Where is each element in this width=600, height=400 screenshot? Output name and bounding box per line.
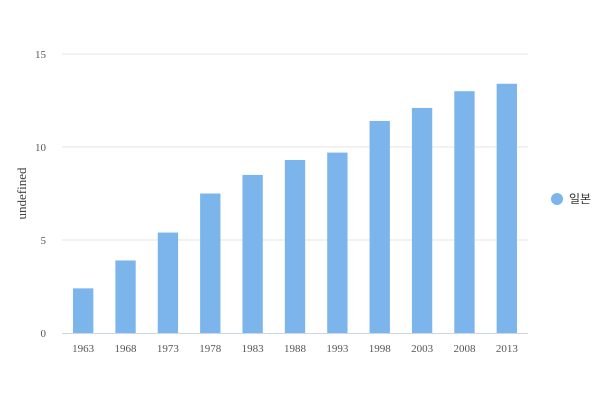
- bar-2013[interactable]: [496, 83, 517, 333]
- y-tick-label: 5: [41, 235, 47, 247]
- x-tick-label: 1968: [115, 343, 138, 355]
- bar-1998[interactable]: [369, 120, 390, 334]
- legend-marker-icon: [551, 193, 563, 205]
- bar-series: [73, 83, 517, 334]
- x-tick-label: 2013: [496, 343, 519, 355]
- bar-1973[interactable]: [157, 232, 179, 333]
- x-tick-label: 1973: [157, 343, 180, 355]
- x-tick-label: 1993: [326, 343, 349, 355]
- legend[interactable]: 일본: [551, 192, 591, 206]
- y-axis-label: undefined: [14, 167, 29, 219]
- bar-1963[interactable]: [73, 288, 94, 333]
- y-tick-label: 15: [35, 49, 47, 61]
- x-tick-label: 1963: [72, 343, 95, 355]
- bar-1988[interactable]: [284, 160, 306, 333]
- x-tick-label: 2003: [411, 343, 434, 355]
- bar-2008[interactable]: [454, 91, 475, 333]
- x-tick-labels: 1963 1968 1973 1978 1983 1988 1993 1998 2003 2008…: [72, 343, 518, 355]
- y-tick-labels: 0 5 10 15: [35, 49, 47, 340]
- x-tick-label: 1983: [242, 343, 265, 355]
- bar-1993[interactable]: [327, 152, 348, 333]
- bar-2003[interactable]: [411, 107, 433, 333]
- bar-1978[interactable]: [200, 193, 221, 334]
- x-tick-label: 1978: [199, 343, 222, 355]
- y-tick-label: 10: [35, 142, 47, 154]
- x-tick-label: 2008: [453, 343, 476, 355]
- legend-label: 일본: [569, 192, 591, 206]
- y-tick-label: 0: [41, 328, 47, 340]
- bar-1983[interactable]: [242, 174, 263, 333]
- bar-1968[interactable]: [115, 260, 136, 333]
- x-tick-label: 1998: [369, 343, 392, 355]
- x-tick-label: 1988: [284, 343, 307, 355]
